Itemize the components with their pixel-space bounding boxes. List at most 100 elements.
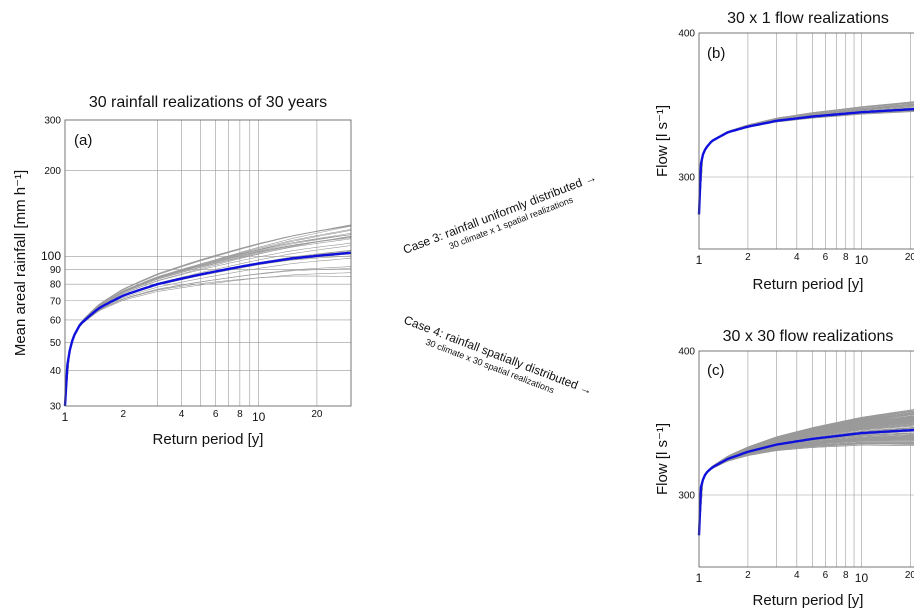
realization-line [698,435,914,536]
y-tick-label: 300 [678,173,695,184]
panel-c: 30 x 30 flow realizations 1 2 4 6 8 10 20 300 40… [654,328,914,609]
plot-frame [64,119,352,407]
x-tick-label: 1 [696,253,703,267]
realization-line [698,436,914,536]
realization-line [698,439,914,536]
realization-line [698,109,914,215]
x-tick-label: 6 [823,252,829,263]
gridlines [699,351,914,567]
realization-line [64,253,352,407]
realization-line [698,410,914,536]
realization-line [64,257,352,407]
x-tick-label: 4 [794,252,800,263]
realization-line [698,111,914,215]
case-3-annotation: Case 3: rainfall uniformly distributed →… [401,170,598,257]
y-axis-label: Flow [l s⁻¹] [654,105,671,177]
tick-labels: 1 2 4 6 8 10 20 300 400 [678,29,914,268]
realization-line [698,436,914,536]
mean-curve [63,251,352,407]
tick-labels: 1 2 4 6 8 10 20 30 40 50 60 70 80 90 100 200 300 [41,116,323,425]
realization-line [698,437,914,536]
x-tick-label: 20 [905,570,914,581]
realization-line [698,437,914,536]
y-tick-label: 50 [50,338,62,349]
gridlines [699,33,914,249]
realization-line [64,225,352,407]
mean-curve [697,428,914,536]
x-tick-label: 2 [745,570,751,581]
realization-line [64,225,352,407]
realization-line [698,110,914,215]
realization-line [698,105,914,215]
x-tick-label: 20 [311,409,323,420]
x-tick-label: 10 [855,571,869,585]
realization-line [698,414,914,536]
case-3-label: Case 3: rainfall uniformly distributed → [401,170,598,257]
x-tick-label: 1 [696,571,703,585]
realization-line [698,434,914,536]
x-tick-label: 4 [794,570,800,581]
x-tick-label: 1 [62,410,69,424]
series-group [697,101,914,215]
realization-line [698,436,914,536]
realization-line [698,437,914,536]
realization-line [64,234,352,407]
realization-line [698,437,914,536]
x-axis-label: Return period [y] [153,431,264,448]
y-tick-label: 30 [50,402,62,413]
x-axis-label: Return period [y] [753,276,864,293]
realization-line [698,436,914,536]
x-tick-label: 10 [855,253,869,267]
y-tick-label: 70 [50,296,62,307]
realization-line [698,437,914,536]
realization-line [698,107,914,215]
realization-line [698,418,914,536]
case-4-label: Case 4: rainfall spatially distributed → [402,313,594,398]
x-axis-label: Return period [y] [753,592,864,609]
realization-line [698,443,914,536]
y-tick-label: 400 [678,347,695,358]
panel-b: 30 x 1 flow realizations 1 2 4 6 8 10 20 300 400… [654,10,914,293]
realization-line [698,105,914,215]
panel-label: (c) [707,362,725,379]
realization-line [698,438,914,536]
realization-line [698,439,914,536]
y-tick-label: 300 [44,116,61,127]
x-tick-label: 6 [823,570,829,581]
x-tick-label: 2 [745,252,751,263]
realization-line [698,105,914,215]
realization-line [64,272,352,407]
realization-line [698,111,914,215]
realization-line [698,433,914,536]
x-tick-label: 8 [843,252,849,263]
realization-line [698,107,914,215]
x-tick-label: 2 [121,409,127,420]
series-group [697,409,914,536]
realization-line [698,441,914,536]
realization-line [698,438,914,536]
realization-line [698,438,914,536]
realization-line [64,251,352,407]
x-tick-label: 20 [905,252,914,263]
realization-line [64,275,351,407]
panel-a: 30 rainfall realizations of 30 years 1 2 4… [12,94,352,448]
panel-label: (a) [74,132,92,149]
realization-line [64,225,352,407]
realization-line [698,108,914,215]
y-axis-label: Flow [l s⁻¹] [654,423,671,495]
realization-line [698,106,914,215]
realization-line [698,104,914,215]
x-tick-label: 8 [237,409,243,420]
chart-title: 30 rainfall realizations of 30 years [89,94,327,111]
series-group [63,224,352,407]
realization-line [64,255,352,407]
realization-line [698,109,914,215]
panel-label: (b) [707,45,725,62]
plot-frame [698,32,914,250]
realization-line [698,439,914,536]
y-tick-label: 60 [50,315,62,326]
realization-line [698,435,914,536]
chart-title: 30 x 30 flow realizations [723,328,894,345]
y-tick-label: 200 [44,166,61,177]
chart-title: 30 x 1 flow realizations [727,10,889,27]
